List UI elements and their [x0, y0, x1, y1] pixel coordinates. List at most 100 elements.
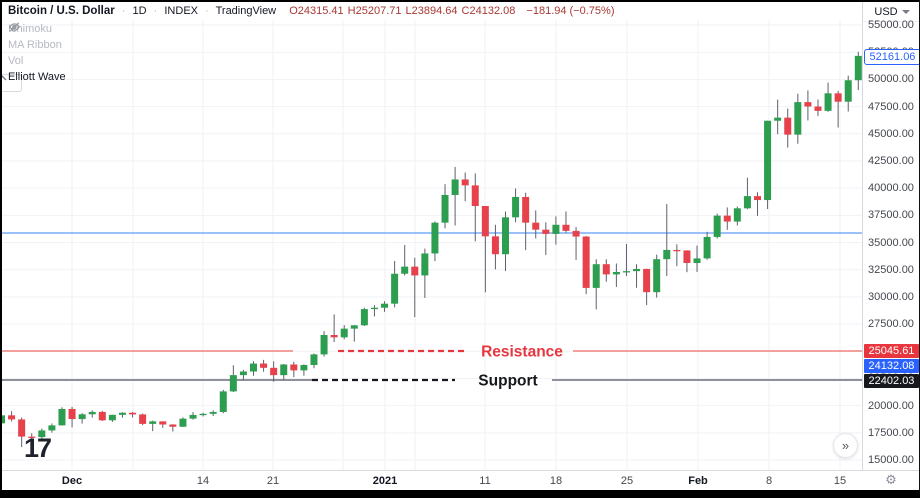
- candle[interactable]: [270, 361, 278, 382]
- candle[interactable]: [118, 412, 126, 418]
- candle[interactable]: [804, 90, 812, 121]
- candle[interactable]: [209, 410, 217, 416]
- indicator-ma-ribbon[interactable]: MA Ribbon: [8, 22, 69, 52]
- candle[interactable]: [542, 222, 550, 256]
- candle[interactable]: [219, 389, 227, 414]
- candle[interactable]: [481, 206, 489, 293]
- candle[interactable]: [713, 213, 721, 239]
- candle[interactable]: [643, 268, 651, 306]
- candle[interactable]: [764, 120, 772, 210]
- candle[interactable]: [129, 412, 137, 418]
- candle[interactable]: [68, 406, 76, 428]
- candle[interactable]: [622, 243, 630, 277]
- candle[interactable]: [250, 361, 257, 376]
- candle[interactable]: [663, 204, 671, 277]
- candle[interactable]: [179, 417, 187, 427]
- candle[interactable]: [189, 412, 197, 420]
- candle[interactable]: [733, 206, 741, 226]
- candle[interactable]: [340, 325, 348, 340]
- candle[interactable]: [360, 307, 368, 327]
- scroll-to-latest-button[interactable]: »: [833, 433, 858, 458]
- candle[interactable]: [562, 211, 570, 233]
- candle[interactable]: [743, 177, 751, 210]
- candle[interactable]: [280, 364, 288, 380]
- candle[interactable]: [522, 192, 530, 251]
- candle[interactable]: [612, 263, 620, 287]
- candle[interactable]: [421, 248, 429, 298]
- candle[interactable]: [169, 424, 177, 432]
- candle[interactable]: [582, 235, 590, 295]
- candles-layer[interactable]: [0, 51, 862, 448]
- price-axis[interactable]: USD 55000.0052500.0050000.0047500.004500…: [862, 2, 920, 470]
- candle[interactable]: [310, 353, 318, 369]
- candle[interactable]: [320, 331, 328, 357]
- candle[interactable]: [8, 411, 16, 422]
- candle[interactable]: [471, 173, 479, 242]
- candle[interactable]: [784, 108, 792, 148]
- candle[interactable]: [633, 264, 641, 288]
- candle[interactable]: [391, 260, 399, 308]
- candle[interactable]: [754, 192, 761, 216]
- candlestick-chart[interactable]: Resistance Support: [0, 0, 862, 470]
- candle[interactable]: [58, 407, 66, 426]
- candle[interactable]: [602, 259, 610, 282]
- time-axis[interactable]: Dec 14 21 2021 11 18 25 Feb 8 15: [0, 470, 920, 491]
- candle[interactable]: [381, 301, 389, 312]
- candle[interactable]: [814, 99, 822, 117]
- candle[interactable]: [139, 413, 147, 426]
- candle[interactable]: [88, 410, 96, 418]
- candle[interactable]: [149, 420, 157, 432]
- candle[interactable]: [774, 99, 782, 135]
- candle[interactable]: [723, 207, 731, 230]
- candle[interactable]: [330, 314, 338, 343]
- candle[interactable]: [401, 244, 409, 276]
- candle[interactable]: [512, 188, 520, 223]
- symbol-title[interactable]: Bitcoin / U.S. Dollar: [8, 5, 115, 17]
- candle[interactable]: [411, 257, 419, 318]
- candle[interactable]: [260, 359, 268, 372]
- candle[interactable]: [794, 93, 802, 144]
- candle[interactable]: [653, 254, 661, 298]
- candle[interactable]: [441, 184, 449, 229]
- candle[interactable]: [431, 221, 439, 262]
- candle[interactable]: [300, 364, 308, 376]
- candle[interactable]: [703, 231, 711, 260]
- candle[interactable]: [491, 224, 499, 270]
- candle[interactable]: [461, 172, 469, 202]
- candle[interactable]: [229, 365, 237, 393]
- candle[interactable]: [854, 51, 862, 91]
- currency-selector[interactable]: USD: [863, 2, 920, 22]
- chart-pane[interactable]: Resistance Support Bitcoin / U.S. Dollar …: [0, 0, 862, 470]
- candle[interactable]: [834, 90, 842, 128]
- candle[interactable]: [290, 361, 298, 378]
- candle[interactable]: [28, 433, 36, 445]
- axis-settings-button[interactable]: ⚙: [862, 470, 920, 490]
- indicator-elliott-wave[interactable]: Elliott Wave: [8, 69, 69, 84]
- candle[interactable]: [502, 211, 509, 271]
- candle[interactable]: [572, 227, 580, 260]
- candle[interactable]: [350, 325, 358, 342]
- candle[interactable]: [159, 421, 167, 428]
- candle[interactable]: [693, 245, 701, 272]
- candle[interactable]: [18, 417, 26, 448]
- candle[interactable]: [370, 305, 378, 317]
- candle[interactable]: [239, 369, 247, 381]
- candle[interactable]: [451, 166, 459, 226]
- candle[interactable]: [824, 82, 832, 112]
- candle[interactable]: [98, 410, 106, 421]
- candle[interactable]: [673, 244, 681, 267]
- candle[interactable]: [552, 216, 560, 245]
- candle[interactable]: [844, 75, 852, 112]
- candle[interactable]: [108, 414, 116, 422]
- candle[interactable]: [48, 423, 56, 433]
- interval-label[interactable]: 1D: [132, 5, 147, 17]
- support-label[interactable]: Support: [478, 373, 537, 390]
- candle[interactable]: [592, 259, 600, 310]
- candle[interactable]: [683, 250, 691, 273]
- candle[interactable]: [532, 210, 540, 239]
- candle[interactable]: [78, 413, 86, 424]
- candle[interactable]: [199, 412, 207, 417]
- resistance-label[interactable]: Resistance: [481, 344, 563, 361]
- indicator-vol[interactable]: Vol: [8, 22, 69, 68]
- legend-collapse-button[interactable]: [0, 74, 22, 92]
